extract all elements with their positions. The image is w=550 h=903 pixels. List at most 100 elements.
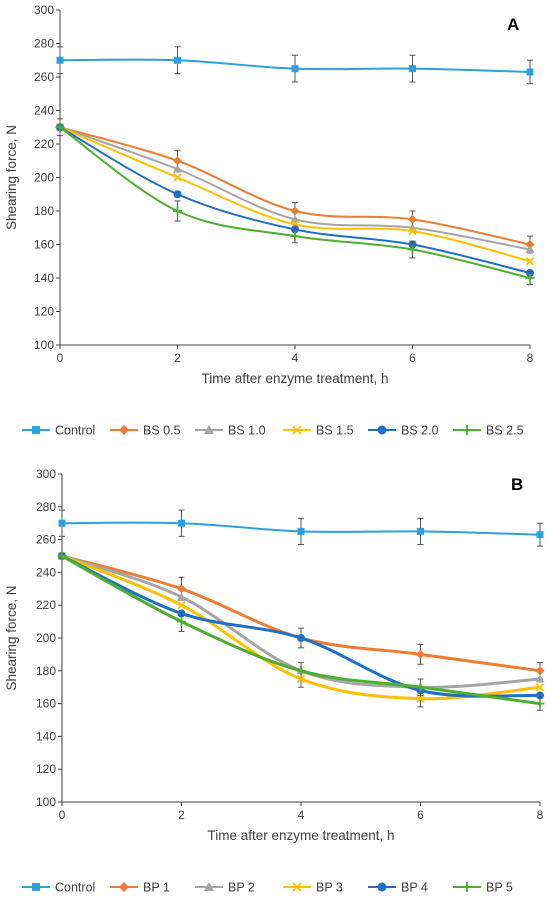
data-point: [536, 531, 544, 539]
legend-swatch-marker: [462, 882, 472, 892]
x-tick-label: 2: [178, 808, 185, 822]
y-tick-label: 120: [34, 305, 54, 319]
data-point: [535, 666, 545, 676]
y-tick-label: 160: [34, 238, 54, 252]
y-tick-label: 120: [36, 762, 56, 776]
series-bs-1-0: [55, 122, 535, 254]
series-bs-2-0: [56, 118, 534, 277]
y-tick-label: 260: [34, 70, 54, 84]
y-tick-label: 240: [36, 565, 56, 579]
series-bp-5: [57, 551, 545, 711]
series-line: [59, 126, 531, 274]
legend-item: BS 2.0: [368, 424, 439, 438]
data-point: [535, 699, 545, 709]
data-point: [525, 273, 535, 283]
series-line: [61, 554, 541, 673]
y-tick-label: 180: [36, 664, 56, 678]
y-tick-label: 200: [34, 171, 54, 185]
y-tick-label: 280: [36, 500, 56, 514]
data-point: [55, 122, 65, 132]
y-tick-label: 300: [34, 3, 54, 17]
data-point: [56, 56, 64, 64]
y-tick-label: 140: [36, 729, 56, 743]
y-tick-label: 280: [34, 37, 54, 51]
data-point: [408, 226, 417, 236]
legend-item: BP 1: [110, 881, 170, 895]
series-bp-1: [57, 551, 545, 680]
legend-item: BP 3: [283, 881, 343, 895]
legend-swatch-marker: [204, 425, 214, 434]
data-point: [290, 206, 300, 216]
legend-label: Control: [55, 881, 95, 895]
data-point: [409, 65, 416, 73]
legend-swatch-marker: [204, 882, 214, 891]
legend-item: BS 1.0: [195, 424, 266, 438]
x-tick-label: 8: [537, 808, 544, 822]
legend-swatch-marker: [377, 425, 387, 435]
legend-item: BS 2.5: [453, 424, 524, 438]
data-point: [291, 65, 299, 73]
legend-label: BP 1: [143, 881, 170, 895]
legend-item: Control: [22, 881, 95, 895]
legend-swatch-marker: [292, 425, 302, 435]
y-tick-label: 160: [36, 697, 56, 711]
data-point: [297, 634, 305, 642]
legend-swatch-marker: [32, 426, 40, 434]
y-tick-label: 220: [34, 137, 54, 151]
data-point: [296, 674, 306, 684]
y-tick-label: 200: [36, 631, 56, 645]
data-point: [525, 240, 535, 249]
y-axis-label: Shearing force, N: [4, 585, 19, 690]
data-point: [416, 694, 425, 703]
data-point: [416, 682, 425, 692]
panel-label: B: [511, 475, 523, 494]
data-point: [525, 245, 535, 254]
y-tick-label: 300: [36, 467, 56, 481]
legend-swatch-marker: [119, 425, 129, 435]
panel-label: A: [507, 15, 519, 34]
legend-label: BP 5: [486, 881, 513, 895]
legend-label: BP 4: [401, 881, 428, 895]
data-point: [408, 214, 417, 224]
data-point: [297, 527, 305, 535]
y-tick-label: 180: [34, 204, 54, 218]
legend-label: Control: [55, 424, 95, 438]
legend-item: BS 1.5: [283, 424, 354, 438]
x-tick-label: 6: [409, 351, 416, 365]
data-point: [526, 68, 534, 76]
y-tick-label: 260: [36, 533, 56, 547]
data-point: [177, 584, 186, 594]
y-tick-label: 140: [34, 271, 54, 285]
y-tick-label: 240: [34, 104, 54, 118]
x-tick-label: 2: [174, 351, 181, 365]
data-point: [174, 56, 181, 64]
legend-swatch-marker: [377, 882, 387, 892]
data-point: [57, 551, 67, 561]
data-point: [58, 519, 66, 527]
legend-swatch-marker: [292, 882, 302, 892]
data-point: [535, 674, 545, 683]
legend-label: BS 2.0: [401, 424, 439, 438]
legend-swatch-marker: [32, 883, 40, 891]
data-point: [173, 173, 182, 182]
y-axis-label: Shearing force, N: [4, 125, 19, 230]
x-tick-label: 4: [298, 808, 305, 822]
x-axis-label: Time after enzyme treatment, h: [201, 371, 388, 386]
data-point: [177, 601, 186, 610]
data-point: [417, 527, 424, 535]
data-point: [178, 519, 185, 527]
data-point: [173, 156, 182, 166]
legend-label: BS 2.5: [486, 424, 524, 438]
data-point: [173, 190, 182, 199]
data-point: [177, 617, 186, 627]
legend-label: BS 1.0: [228, 424, 266, 438]
legend-label: BS 1.5: [316, 424, 354, 438]
data-point: [173, 206, 182, 216]
y-tick-label: 220: [36, 598, 56, 612]
chart-panel-b: 100 120 140 160 180 200 220 240 260 280 300 0 2 4 6 8 Ti…: [4, 467, 545, 895]
x-axis-label: Time after enzyme treatment, h: [207, 828, 394, 843]
data-point: [177, 592, 186, 601]
x-tick-label: 8: [527, 351, 534, 365]
legend-item: BP 4: [368, 881, 428, 895]
